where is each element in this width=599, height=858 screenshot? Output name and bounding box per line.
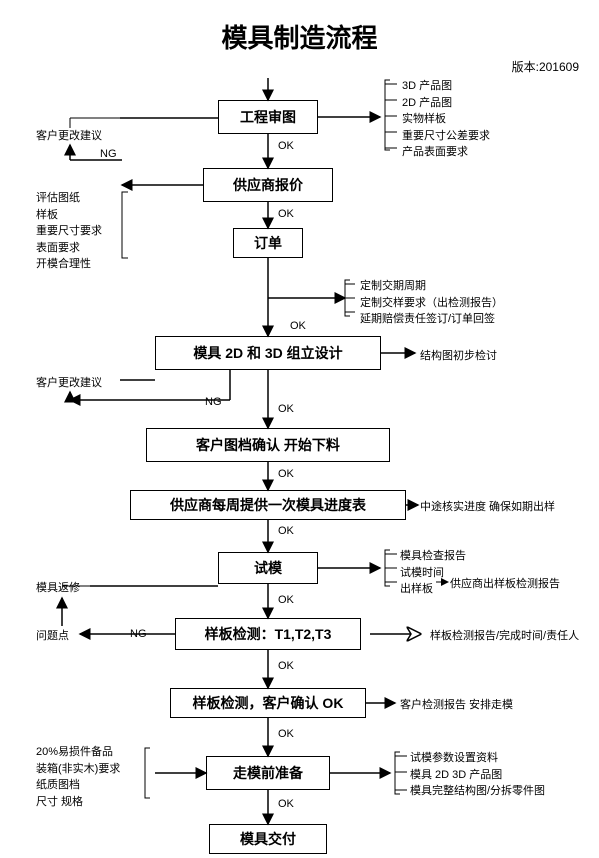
node-pre-ship: 走模前准备	[206, 756, 330, 790]
edge-ok-6: OK	[278, 525, 294, 537]
node-customer-ok: 样板检测，客户确认 OK	[170, 688, 366, 718]
node-customer-confirm: 客户图档确认 开始下料	[146, 428, 390, 462]
edge-ng-1: NG	[100, 148, 117, 160]
edge-ok-10: OK	[278, 798, 294, 810]
node-engineering-review: 工程审图	[218, 100, 318, 134]
left-list-3: 客户更改建议	[36, 375, 102, 392]
node-2d3d-design: 模具 2D 和 3D 组立设计	[155, 336, 381, 370]
edge-ok-2: OK	[278, 208, 294, 220]
right-list-3: 结构图初步检讨	[420, 348, 497, 365]
node-delivery: 模具交付	[209, 824, 327, 854]
left-list-1: 客户更改建议	[36, 128, 102, 145]
node-sample-test: 样板检测：T1,T2,T3	[175, 618, 361, 650]
version-label: 版本:201609	[512, 58, 579, 75]
right-list-2: 定制交期周期 定制交样要求（出检测报告） 延期赔偿责任签订/订单回签	[360, 278, 503, 328]
edge-ng-3: NG	[130, 628, 147, 640]
node-order: 订单	[233, 228, 303, 258]
left-list-4: 模具返修	[36, 580, 80, 597]
right-list-5b: 供应商出样板检测报告	[450, 576, 560, 593]
edge-ok-1: OK	[278, 140, 294, 152]
edge-ok-3: OK	[290, 320, 306, 332]
right-list-8: 试模参数设置资料 模具 2D 3D 产品图 模具完整结构图/分拆零件图	[410, 750, 545, 800]
right-list-7: 客户检测报告 安排走模	[400, 697, 513, 714]
right-list-4: 中途核实进度 确保如期出样	[420, 499, 555, 516]
page-title: 模具制造流程	[0, 18, 599, 55]
edge-ok-8: OK	[278, 660, 294, 672]
left-list-6: 20%易损件备品 装箱(非实木)要求 纸质图档 尺寸 规格	[36, 744, 120, 810]
edge-ok-4: OK	[278, 403, 294, 415]
left-list-5: 问题点	[36, 628, 69, 645]
edge-ok-7: OK	[278, 594, 294, 606]
node-supplier-quote: 供应商报价	[203, 168, 333, 202]
edge-ng-2: NG	[205, 396, 222, 408]
node-weekly-progress: 供应商每周提供一次模具进度表	[130, 490, 406, 520]
right-list-6: 样板检测报告/完成时间/责任人	[430, 628, 579, 645]
left-list-2: 评估图纸 样板 重要尺寸要求 表面要求 开模合理性	[36, 190, 102, 273]
right-list-1: 3D 产品图 2D 产品图 实物样板 重要尺寸公差要求 产品表面要求	[402, 78, 490, 161]
edge-ok-9: OK	[278, 728, 294, 740]
node-trial: 试模	[218, 552, 318, 584]
edge-ok-5: OK	[278, 468, 294, 480]
